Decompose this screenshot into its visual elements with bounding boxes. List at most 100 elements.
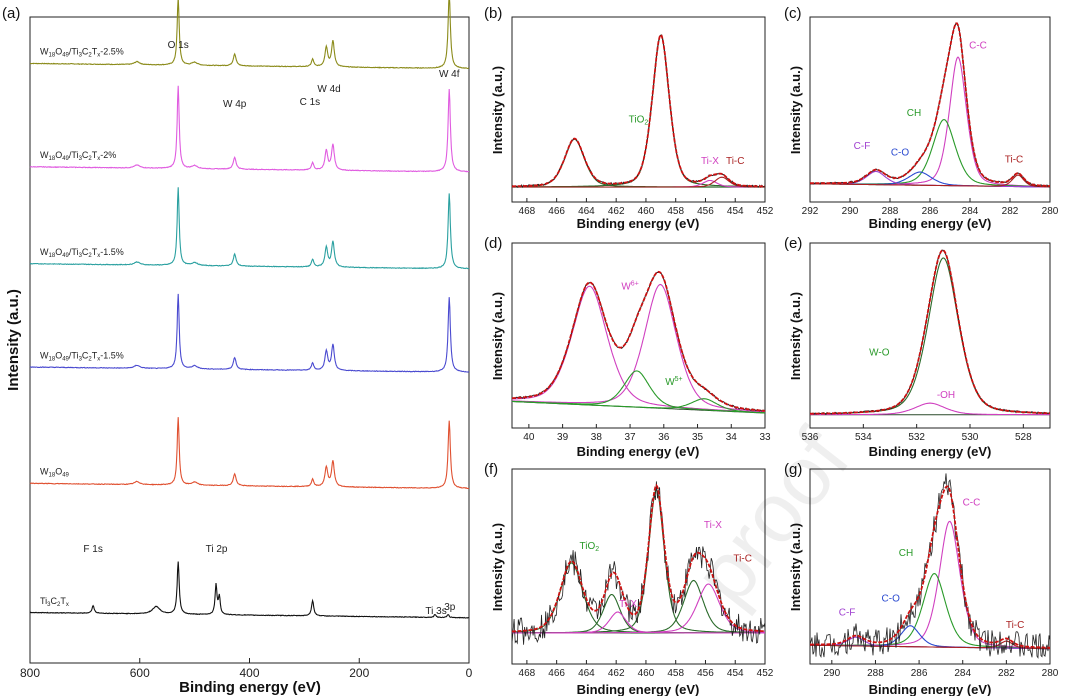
panel-b-labels: TiO2 Ti-X Ti-C: [629, 115, 745, 167]
panel-c: (c) 292 290 288 286 284 282 280 C-C CH C-O C-F Ti-…: [784, 5, 1059, 231]
x-tick-label-b-7: 454: [727, 206, 744, 217]
peak-label-f-0: TiO2: [580, 541, 600, 553]
peak-label-c-3: C-F: [854, 141, 871, 152]
survey-series-4: [29, 417, 470, 489]
y-axis-label-f: Intensity (a.u.): [490, 523, 505, 611]
panel-d-ticks: 40 39 38 37 36 35 34 33: [523, 424, 771, 443]
panel-a-series: [29, 0, 470, 619]
panel-g: (g) 290 288 286 284 282 280 C-C CH C-O C-F Ti-C B…: [784, 461, 1059, 696]
x-tick-label-e-1: 534: [855, 432, 872, 443]
raw-spectrum-f: [511, 481, 766, 645]
x-tick-label-d-5: 35: [692, 432, 704, 443]
x-tick-label-g-0: 290: [823, 668, 840, 679]
fitted-envelope-f: [512, 483, 765, 633]
peak-label-f-2: Ti-X: [704, 520, 722, 531]
y-axis-label-b: Intensity (a.u.): [490, 66, 505, 154]
raw-spectrum-g: [809, 473, 1051, 659]
panel-d-curves: [511, 270, 766, 414]
curve-label-5: Ti3C2Tx: [40, 596, 69, 608]
x-tick-label-g-2: 286: [911, 668, 928, 679]
x-tick-label-b-5: 458: [667, 206, 684, 217]
x-tick-label-e-0: 536: [802, 432, 819, 443]
peak-label-g-0: C-C: [963, 497, 981, 508]
fitted-envelope-b: [512, 33, 765, 188]
peak-label-c-1: CH: [907, 108, 921, 119]
panel-a-curve-labels: W18O49/Ti3C2Tx-2.5% W18O49/Ti3C2Tx-2% W18O…: [40, 47, 124, 608]
panel-f-curves: [511, 481, 766, 645]
y-axis-label-e: Intensity (a.u.): [788, 292, 803, 380]
x-tick-label-d-6: 34: [726, 432, 738, 443]
survey-series-3: [29, 293, 470, 373]
peak-label-c-2: C-O: [891, 148, 910, 159]
panel-e-frame: [809, 242, 1051, 429]
x-tick-label-a-4: 0: [466, 666, 473, 680]
x-tick-label-f-5: 458: [667, 668, 684, 679]
peak-annotation-8: 3p: [444, 602, 456, 613]
x-tick-label-f-1: 466: [548, 668, 565, 679]
curve-label-2: W18O49/Ti3C2Tx-1.5%: [40, 247, 124, 259]
x-tick-label-d-1: 39: [557, 432, 569, 443]
peak-label-d-0: W6+: [621, 280, 638, 292]
x-tick-label-c-2: 288: [882, 206, 899, 217]
x-axis-label-a: Binding energy (eV): [179, 679, 321, 696]
panel-d-frame: [511, 242, 766, 429]
x-tick-label-d-4: 36: [658, 432, 670, 443]
x-tick-label-a-3: 200: [349, 666, 369, 680]
peak-label-e-0: W-O: [869, 347, 890, 358]
y-axis-label-d: Intensity (a.u.): [490, 292, 505, 380]
survey-series-2: [29, 187, 470, 270]
x-axis-label-f: Binding energy (eV): [577, 682, 700, 696]
panel-g-frame: [809, 468, 1051, 665]
panel-g-labels: C-C CH C-O C-F Ti-C: [839, 497, 1025, 631]
x-tick-label-b-3: 462: [608, 206, 625, 217]
peak-label-f-3: Ti-C: [733, 553, 752, 564]
component-peak-b-3: [512, 176, 765, 188]
curve-label-4: W18O49: [40, 467, 70, 479]
peak-label-g-3: C-F: [839, 608, 856, 619]
peak-label-g-4: Ti-C: [1006, 620, 1025, 631]
x-tick-label-f-0: 468: [519, 668, 536, 679]
x-tick-label-c-6: 280: [1042, 206, 1059, 217]
y-axis-label-c: Intensity (a.u.): [788, 66, 803, 154]
panel-b-ticks: 468 466 464 462 460 458 456 454 452: [519, 198, 774, 217]
peak-label-e-1: -OH: [937, 390, 955, 401]
curve-label-3: W18O49/Ti3C2Tx-1.5%: [40, 350, 124, 362]
peak-annotation-3: W 4d: [317, 84, 340, 95]
x-tick-label-a-2: 400: [239, 666, 259, 680]
x-tick-label-f-7: 454: [727, 668, 744, 679]
component-peak-f-5: [512, 611, 765, 634]
panel-g-ticks: 290 288 286 284 282 280: [823, 660, 1059, 679]
x-axis-label-g: Binding energy (eV): [869, 682, 992, 696]
x-tick-label-d-2: 38: [591, 432, 603, 443]
curve-label-1: W18O49/Ti3C2Tx-2%: [40, 150, 116, 162]
curve-label-0: W18O49/Ti3C2Tx-2.5%: [40, 47, 124, 59]
peak-label-c-0: C-C: [969, 40, 987, 51]
x-tick-label-c-1: 290: [842, 206, 859, 217]
panel-c-curves: [809, 22, 1051, 188]
x-tick-label-c-0: 292: [802, 206, 819, 217]
peak-label-g-2: C-O: [882, 594, 901, 605]
fitted-envelope-g: [810, 485, 1050, 649]
panel-f-labels: TiO2 Ti-X Ti-X Ti-C: [580, 520, 752, 610]
x-tick-label-e-4: 528: [1015, 432, 1032, 443]
peak-label-b-2: Ti-C: [726, 156, 745, 167]
panel-e: (e) 536 534 532 530 528 W-O -OH Binding energ…: [784, 235, 1051, 459]
x-tick-label-c-5: 282: [1002, 206, 1019, 217]
peak-annotation-5: F 1s: [83, 544, 102, 555]
panel-e-curves: [810, 249, 1051, 416]
x-tick-label-d-7: 33: [759, 432, 771, 443]
component-peak-c-4: [809, 174, 1050, 188]
panel-g-curves: [809, 473, 1051, 659]
x-tick-label-c-3: 286: [922, 206, 939, 217]
peak-label-g-1: CH: [899, 548, 913, 559]
panel-e-ticks: 536 534 532 530 528: [802, 424, 1032, 443]
x-tick-label-g-4: 282: [998, 668, 1015, 679]
y-axis-label-g: Intensity (a.u.): [788, 523, 803, 611]
fitted-envelope-e: [810, 249, 1050, 415]
peak-annotation-7: Ti 3s: [425, 606, 446, 617]
panel-f-ticks: 468 466 464 462 460 458 456 454 452: [519, 660, 774, 679]
survey-series-5: [30, 561, 470, 619]
panel-f-frame: [511, 468, 766, 665]
x-axis-label-d: Binding energy (eV): [577, 444, 700, 459]
